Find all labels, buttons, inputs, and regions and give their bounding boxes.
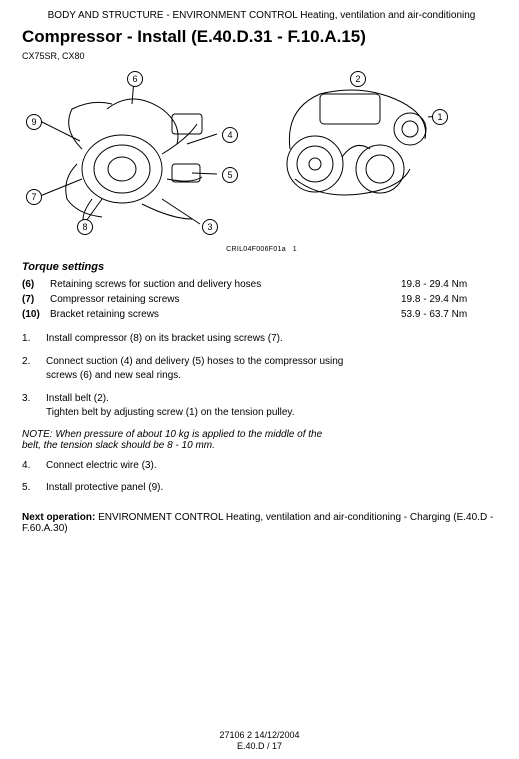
figure-caption: CRIL04F006F01a 1 [22,246,501,253]
manual-page: BODY AND STRUCTURE - ENVIRONMENT CONTROL… [0,0,519,759]
procedure-step: Install protective panel (9). [22,481,346,496]
callout-3: 3 [202,219,218,235]
callout-9: 9 [26,114,42,130]
callout-7: 7 [26,189,42,205]
procedure-step: Install belt (2).Tighten belt by adjusti… [22,392,346,421]
torque-num: (7) [22,292,50,307]
belt-illustration [260,69,450,209]
procedure-steps: Install compressor (8) on its bracket us… [22,332,501,421]
callout-8: 8 [77,219,93,235]
torque-value: 53.9 - 63.7 Nm [401,307,501,322]
torque-table: (6)Retaining screws for suction and deli… [22,277,501,322]
torque-label: Compressor retaining screws [50,292,401,307]
figure-1: 6 9 4 5 7 8 3 [22,69,242,244]
footer-line-1: 27106 2 14/12/2004 [0,730,519,742]
procedure-step: Connect electric wire (3). [22,459,346,474]
torque-row: (10)Bracket retaining screws53.9 - 63.7 … [22,307,501,322]
callout-1: 1 [432,109,448,125]
footer-line-2: E.40.D / 17 [0,741,519,753]
procedure-note: NOTE: When pressure of about 10 kg is ap… [22,429,342,451]
torque-row: (6)Retaining screws for suction and deli… [22,277,501,292]
torque-value: 19.8 - 29.4 Nm [401,292,501,307]
next-operation-label: Next operation: [22,512,95,523]
callout-4: 4 [222,127,238,143]
torque-heading: Torque settings [22,261,501,273]
procedure-steps-continued: Connect electric wire (3). Install protec… [22,459,501,496]
next-operation: Next operation: ENVIRONMENT CONTROL Heat… [22,512,501,534]
figure-row: 6 9 4 5 7 8 3 [22,69,501,244]
figure-2: 21 [260,69,450,209]
note-text: When pressure of about 10 kg is applied … [22,429,322,451]
callout-2: 2 [350,71,366,87]
callout-5: 5 [222,167,238,183]
breadcrumb: BODY AND STRUCTURE - ENVIRONMENT CONTROL… [22,10,501,21]
compressor-illustration [22,69,242,244]
torque-label: Bracket retaining screws [50,307,401,322]
torque-row: (7)Compressor retaining screws19.8 - 29.… [22,292,501,307]
callout-6: 6 [127,71,143,87]
torque-num: (6) [22,277,50,292]
page-title: Compressor - Install (E.40.D.31 - F.10.A… [22,27,501,47]
torque-label: Retaining screws for suction and deliver… [50,277,401,292]
torque-value: 19.8 - 29.4 Nm [401,277,501,292]
procedure-step: Install compressor (8) on its bracket us… [22,332,346,347]
model-codes: CX75SR, CX80 [22,51,501,61]
page-footer: 27106 2 14/12/2004 E.40.D / 17 [0,730,519,753]
note-label: NOTE: [22,429,53,440]
torque-num: (10) [22,307,50,322]
procedure-step: Connect suction (4) and delivery (5) hos… [22,355,346,384]
